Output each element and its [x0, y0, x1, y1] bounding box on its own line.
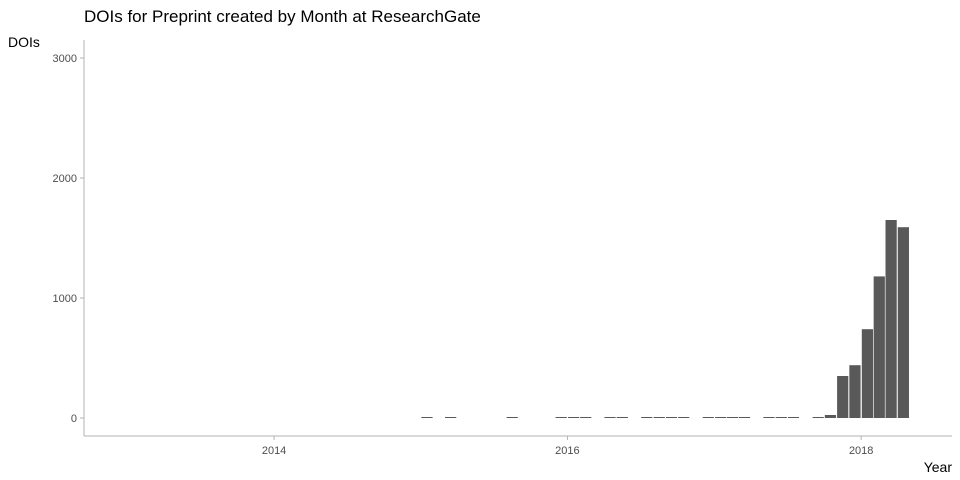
- bar-layer: [421, 220, 909, 418]
- bar: [641, 417, 653, 418]
- bar: [653, 417, 665, 418]
- y-tick-label: 1000: [53, 293, 77, 305]
- bar: [873, 276, 885, 418]
- bar: [861, 329, 874, 418]
- bar: [580, 417, 592, 418]
- bar: [665, 417, 678, 418]
- axes: 0 1000 2000 3000 2014 2016 2018: [53, 40, 952, 457]
- bar: [897, 227, 909, 418]
- bar: [555, 417, 567, 418]
- bar: [824, 415, 837, 418]
- bar: [738, 417, 751, 418]
- bar: [763, 417, 775, 418]
- bar: [885, 220, 897, 418]
- bar: [726, 417, 739, 418]
- x-tick-label: 2018: [849, 445, 873, 457]
- bar: [616, 417, 628, 418]
- y-axis-title: DOIs: [8, 34, 40, 50]
- bar: [837, 376, 849, 418]
- bar: [506, 417, 518, 418]
- bar: [715, 417, 727, 418]
- bar: [849, 365, 861, 418]
- bar: [568, 417, 580, 418]
- y-tick-label: 0: [71, 413, 77, 425]
- bar: [702, 417, 714, 418]
- bar: [678, 417, 690, 418]
- y-tick-label: 3000: [53, 53, 77, 65]
- bar: [421, 417, 433, 418]
- chart-title: DOIs for Preprint created by Month at Re…: [84, 7, 481, 26]
- x-tick-label: 2016: [555, 445, 579, 457]
- x-axis-title: Year: [924, 459, 953, 475]
- bar: [812, 417, 824, 418]
- y-tick-label: 2000: [53, 173, 77, 185]
- bar: [775, 417, 787, 418]
- bar: [604, 417, 616, 418]
- bar: [787, 417, 800, 418]
- bar: [445, 417, 457, 418]
- x-tick-label: 2014: [262, 445, 286, 457]
